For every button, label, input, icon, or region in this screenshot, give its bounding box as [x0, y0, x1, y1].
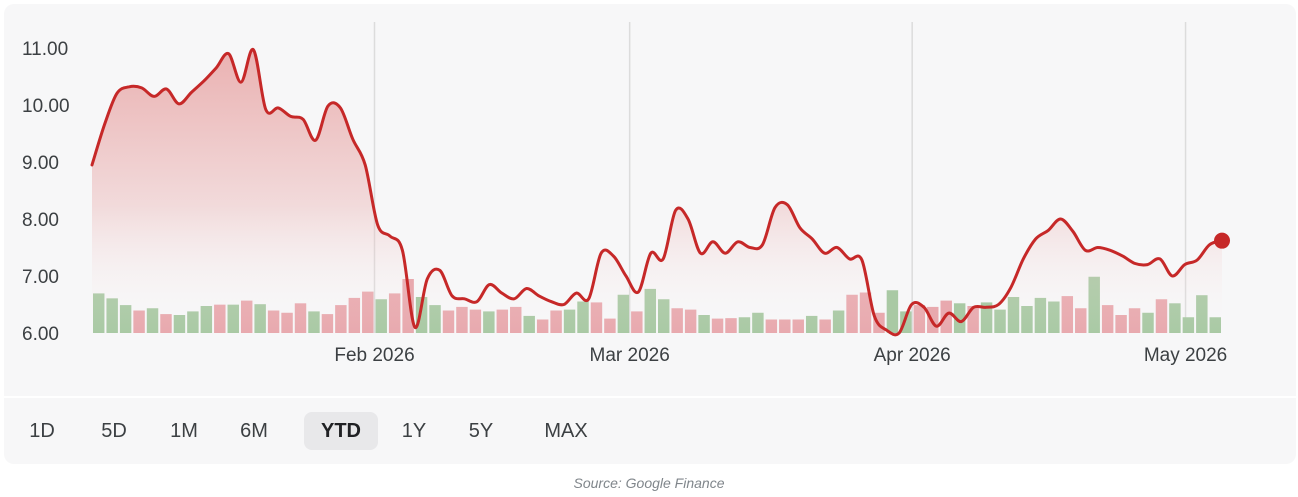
volume-bar — [886, 290, 899, 333]
time-range-selector: 1D 5D 1M 6M YTD 1Y 5Y MAX — [4, 398, 1296, 464]
stock-chart-card: 11.00 10.00 9.00 8.00 7.00 6.00 Feb 2026 Mar 20… — [4, 4, 1296, 464]
price-area-fill — [92, 49, 1222, 335]
range-option-5d[interactable]: 5D — [96, 412, 132, 450]
range-option-max[interactable]: MAX — [530, 412, 602, 450]
range-option-1y[interactable]: 1Y — [392, 412, 436, 450]
range-option-ytd[interactable]: YTD — [304, 412, 378, 450]
y-tick-label: 10.00 — [22, 96, 70, 117]
price-chart[interactable]: 11.00 10.00 9.00 8.00 7.00 6.00 Feb 2026 Mar 20… — [4, 4, 1296, 396]
x-tick-label: Feb 2026 — [334, 345, 414, 366]
price-line — [90, 48, 1224, 337]
chart-divider — [4, 396, 1296, 398]
range-option-5y[interactable]: 5Y — [459, 412, 503, 450]
y-tick-label: 8.00 — [22, 210, 59, 231]
price-chart-svg: 11.00 10.00 9.00 8.00 7.00 6.00 Feb 2026 Mar 20… — [22, 22, 1230, 366]
x-tick-label: Apr 2026 — [874, 345, 951, 366]
range-option-1m[interactable]: 1M — [162, 412, 206, 450]
volume-bar — [953, 303, 966, 333]
x-tick-label: Mar 2026 — [590, 345, 670, 366]
last-price-marker[interactable] — [1214, 232, 1230, 249]
y-tick-label: 11.00 — [22, 39, 68, 60]
y-tick-label: 9.00 — [22, 153, 59, 174]
y-tick-label: 7.00 — [22, 267, 59, 288]
range-option-6m[interactable]: 6M — [232, 412, 276, 450]
source-caption: Source: Google Finance — [573, 475, 725, 491]
range-option-1d[interactable]: 1D — [24, 412, 60, 450]
x-tick-label: May 2026 — [1144, 345, 1227, 366]
y-tick-label: 6.00 — [22, 324, 59, 345]
